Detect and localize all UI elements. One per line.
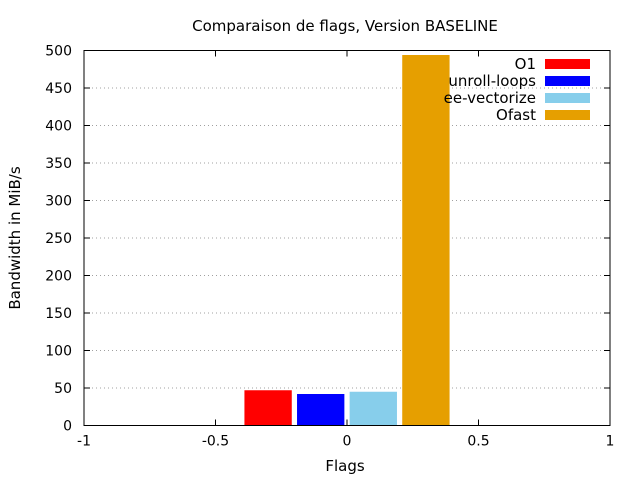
y-tick-label: 450 (45, 81, 72, 97)
legend-label-2: unroll-loops (448, 72, 536, 90)
y-tick-label: 250 (45, 231, 72, 247)
y-tick-label: 400 (45, 119, 72, 135)
x-tick-label: 0.5 (467, 434, 489, 450)
x-tick-label: 1 (606, 434, 615, 450)
bars (244, 55, 450, 426)
legend-label-4: Ofast (496, 106, 536, 124)
y-tick-label: 100 (45, 344, 72, 360)
x-tick-label: 0 (343, 434, 352, 450)
y-axis-label: Bandwidth in MiB/s (6, 166, 24, 310)
legend-swatch-1 (545, 59, 590, 69)
x-ticks: -1 -0.5 0 0.5 1 (77, 50, 615, 450)
legend-swatch-2 (545, 76, 590, 86)
chart-title: Comparaison de flags, Version BASELINE (192, 17, 498, 35)
y-tick-label: 300 (45, 194, 72, 210)
legend-swatch-3 (545, 93, 590, 103)
y-tick-label: 350 (45, 156, 72, 172)
y-tick-label: 200 (45, 269, 72, 285)
y-tick-label: 500 (45, 44, 72, 60)
y-tick-label: 50 (54, 381, 72, 397)
x-axis-label: Flags (325, 457, 365, 475)
bar-1 (244, 390, 292, 426)
bar-3 (349, 391, 397, 426)
x-tick-label: -1 (77, 434, 91, 450)
grid-lines (84, 87, 610, 389)
y-tick-label: 0 (63, 419, 72, 435)
y-tick-label: 150 (45, 306, 72, 322)
y-ticks: 0 50 100 150 200 250 300 350 400 450 500 (45, 44, 610, 435)
bar-2 (297, 394, 345, 426)
legend-label-3: ee-vectorize (444, 89, 536, 107)
x-tick-label: -0.5 (202, 434, 229, 450)
legend-swatch-4 (545, 110, 590, 120)
legend-label-1: O1 (515, 55, 536, 73)
bar-4 (402, 55, 450, 426)
